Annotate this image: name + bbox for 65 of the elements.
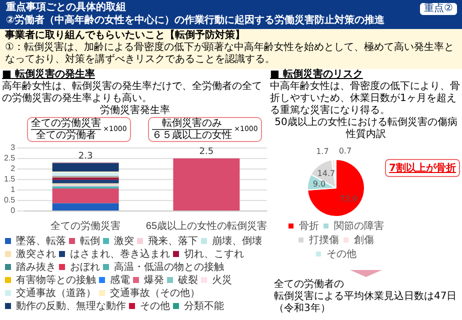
legend-label: 飛来、落下 bbox=[148, 234, 198, 247]
text: 全ての労働災害 bbox=[31, 118, 102, 130]
text: 事業者に取り組んでもらいたいこと【転倒予防対策】 bbox=[5, 30, 246, 42]
legend-label: 有害物等との接触 bbox=[16, 274, 96, 286]
legend-label: 関節の障害 bbox=[334, 220, 384, 232]
legend-label: 崩壊、倒壊 bbox=[212, 234, 262, 247]
text: 高年齢女性は、転倒災害の発生率だけで、全労働者の全ての労働災害の発生率よりも高い。 bbox=[2, 81, 263, 104]
bar bbox=[173, 158, 240, 210]
legend-label: 交通事故（その他） bbox=[110, 286, 200, 299]
chart-subtitle: ■ 転倒災害の発生率 bbox=[2, 69, 96, 80]
data-label: 14.7 bbox=[317, 169, 336, 178]
chart-title: 50歳以上の女性における転倒災害の傷病性質内訳 bbox=[274, 117, 458, 141]
legend-label: 火災 bbox=[212, 274, 232, 286]
legend-label: その他 bbox=[326, 248, 356, 260]
x-tick-label: 65歳以上の女性の転倒災害 bbox=[146, 220, 267, 232]
text: 全ての労働者の bbox=[274, 279, 345, 290]
legend-label: 骨折 bbox=[299, 220, 319, 232]
y-tick-label: 0 bbox=[10, 206, 16, 216]
legend-label: 激突 bbox=[114, 234, 134, 247]
total-label: 2.5 bbox=[199, 147, 214, 158]
legend-label: 踏み抜き bbox=[16, 260, 56, 273]
legend-label: 転倒 bbox=[80, 236, 100, 247]
text: 重点事項ごとの具体的取組 bbox=[6, 2, 126, 13]
chart-title: 労働災害発生率 bbox=[99, 105, 171, 117]
legend-label: 動作の反動、無理な動作 bbox=[16, 300, 126, 312]
bar bbox=[52, 163, 119, 172]
legend-label: 墜落、転落 bbox=[16, 234, 66, 247]
y-tick-label: 2 bbox=[10, 164, 16, 174]
bar bbox=[52, 203, 119, 210]
data-label: 0.7 bbox=[338, 146, 352, 156]
data-label: 1.7 bbox=[316, 146, 329, 156]
legend-label: 高温・低温の物との接触 bbox=[114, 260, 224, 273]
bar bbox=[52, 172, 119, 176]
text: 転倒災害のみ bbox=[152, 118, 232, 130]
legend-label: はさまれ、巻き込まれ bbox=[70, 248, 170, 260]
legend-label: 爆発 bbox=[144, 274, 164, 286]
legend-label: おぼれ bbox=[70, 262, 100, 273]
data-label: 9.0 bbox=[312, 179, 326, 188]
text: 重点② bbox=[420, 3, 457, 15]
y-tick-label: 0.5 bbox=[4, 196, 16, 205]
text: ②労働者（中高年齢の女性を中心に）の作業行動に起因する労働災害防止対策の推進 bbox=[6, 14, 386, 27]
y-tick-label: 2.5 bbox=[4, 154, 16, 163]
legend-label: 打撲傷 bbox=[308, 234, 339, 246]
data-label: 73.9 bbox=[340, 194, 358, 204]
legend-label: 感電 bbox=[110, 274, 130, 286]
legend-label: その他 bbox=[140, 300, 170, 312]
bar bbox=[52, 188, 119, 204]
total-label: 2.3 bbox=[78, 151, 93, 162]
text: 中高年齢女性は、骨密度の低下により、骨折しやすいため、休業日数が1ヶ月を超える重篤な災害になり得る。 bbox=[270, 81, 461, 116]
y-tick-label: 1 bbox=[10, 185, 16, 194]
legend-label: 創傷 bbox=[354, 234, 374, 246]
legend-label: 分類不能 bbox=[184, 300, 224, 312]
legend-label: 切れ、こすれ bbox=[184, 248, 244, 260]
text: 7割以上が骨折 bbox=[385, 159, 460, 177]
text: 転倒災害による平均休業見込日数は47日（令和3年） bbox=[274, 291, 458, 315]
legend-label: 激突され bbox=[16, 248, 56, 260]
legend-label: 破裂 bbox=[177, 274, 198, 286]
y-tick-label: 1.5 bbox=[4, 174, 16, 184]
text: ①：転倒災害は、加齢による骨密度の低下が顕著な中高年齢女性を始めとして、極めて高い発生率となっており、対策を講ずべきリスクであることを認識する。 bbox=[5, 42, 455, 66]
text: ６５歳以上の女性 bbox=[152, 130, 232, 141]
chart-subtitle: ■ 転倒災害のリスク bbox=[270, 69, 364, 80]
bar bbox=[52, 180, 119, 184]
y-tick-label: 3 bbox=[10, 143, 16, 152]
legend-label: 交通事故（道路） bbox=[16, 286, 96, 299]
text: 全ての労働者 bbox=[35, 130, 98, 141]
